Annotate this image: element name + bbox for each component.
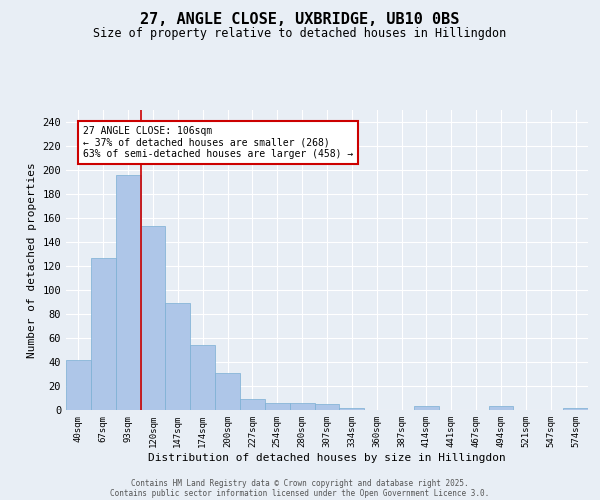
Bar	[215, 373, 240, 410]
Bar	[91, 258, 116, 410]
Y-axis label: Number of detached properties: Number of detached properties	[27, 162, 37, 358]
Bar	[563, 408, 588, 410]
Text: Contains public sector information licensed under the Open Government Licence 3.: Contains public sector information licen…	[110, 488, 490, 498]
Bar	[190, 345, 215, 410]
Bar	[488, 406, 514, 410]
Bar	[116, 175, 140, 410]
Bar	[290, 403, 314, 410]
Bar	[314, 404, 340, 410]
Text: Size of property relative to detached houses in Hillingdon: Size of property relative to detached ho…	[94, 28, 506, 40]
Bar	[265, 403, 290, 410]
Text: Contains HM Land Registry data © Crown copyright and database right 2025.: Contains HM Land Registry data © Crown c…	[131, 478, 469, 488]
Bar	[166, 303, 190, 410]
Text: 27, ANGLE CLOSE, UXBRIDGE, UB10 0BS: 27, ANGLE CLOSE, UXBRIDGE, UB10 0BS	[140, 12, 460, 28]
Bar	[66, 360, 91, 410]
X-axis label: Distribution of detached houses by size in Hillingdon: Distribution of detached houses by size …	[148, 452, 506, 462]
Text: 27 ANGLE CLOSE: 106sqm
← 37% of detached houses are smaller (268)
63% of semi-de: 27 ANGLE CLOSE: 106sqm ← 37% of detached…	[83, 126, 353, 159]
Bar	[240, 399, 265, 410]
Bar	[340, 408, 364, 410]
Bar	[414, 406, 439, 410]
Bar	[140, 226, 166, 410]
